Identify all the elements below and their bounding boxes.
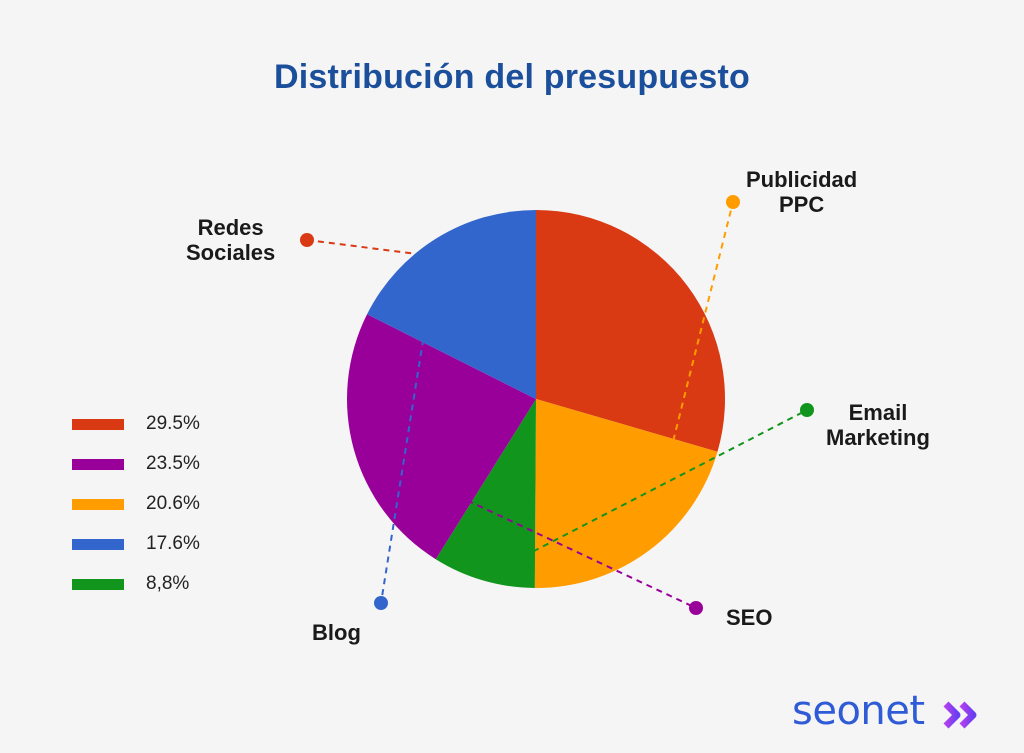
leader-dot <box>689 601 703 615</box>
legend-item: 17.6% <box>72 524 200 564</box>
brand-logo-text: seonet <box>792 688 925 734</box>
slice-label-seo: SEO <box>726 605 773 630</box>
pie-slice-seo <box>347 314 536 560</box>
leader-line <box>645 201 734 548</box>
legend-text: 17.6% <box>146 533 200 554</box>
leader-line <box>357 448 697 609</box>
leader-dot <box>726 195 740 209</box>
slice-label-blog: Blog <box>312 620 361 645</box>
legend-text: 29.5% <box>146 413 200 434</box>
leader-dot <box>374 596 388 610</box>
leader-dot <box>800 403 814 417</box>
legend-swatch <box>72 578 124 590</box>
legend-item: 8,8% <box>72 564 200 604</box>
legend-item: 23.5% <box>72 444 200 484</box>
legend-item: 20.6% <box>72 484 200 524</box>
legend-text: 23.5% <box>146 453 200 474</box>
pie-slice-email-marketing <box>435 399 536 588</box>
chart-title: Distribución del presupuesto <box>274 58 750 96</box>
leader-dot <box>300 233 314 247</box>
legend-text: 20.6% <box>146 493 200 514</box>
leader-line <box>483 409 808 578</box>
slice-label-publicidad-ppc: Publicidad PPC <box>746 167 858 217</box>
legend-swatch <box>72 538 124 550</box>
legend: 29.5% 23.5% 20.6% 17.6% 8,8% <box>72 404 200 604</box>
pie-slice-blog <box>367 210 536 399</box>
pie-slice-redes-sociales <box>536 210 725 452</box>
slice-label-redes-sociales: Redes Sociales <box>186 215 276 265</box>
double-chevron-right-icon <box>943 701 977 729</box>
legend-item: 29.5% <box>72 404 200 444</box>
slice-label-email-marketing: Email Marketing <box>826 400 930 450</box>
legend-swatch <box>72 418 124 430</box>
legend-swatch <box>72 458 124 470</box>
legend-text: 8,8% <box>146 573 190 594</box>
legend-swatch <box>72 498 124 510</box>
